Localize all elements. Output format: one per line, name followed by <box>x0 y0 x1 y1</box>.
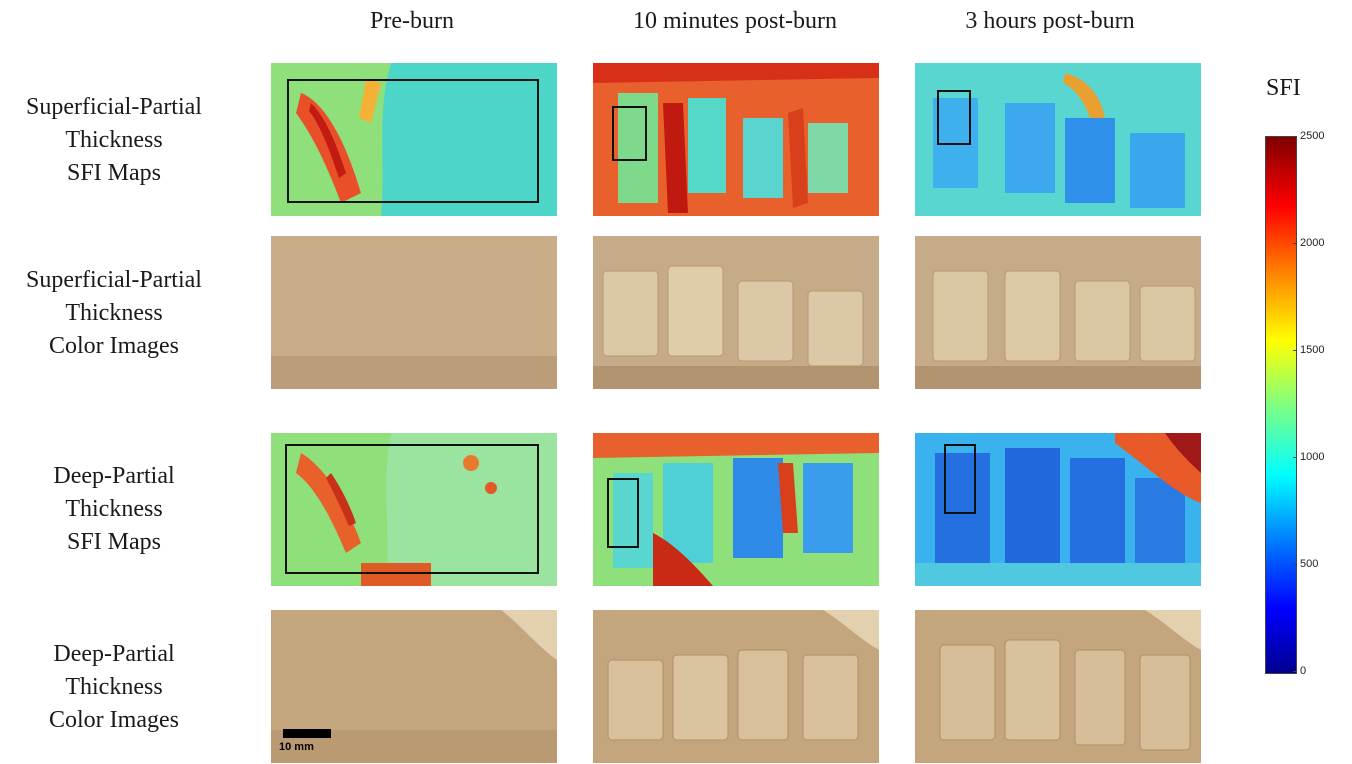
color-image-superficial-10-min <box>593 236 879 389</box>
color-image-superficial-3-hours <box>915 236 1201 389</box>
colorbar-tick-0: 0 <box>1292 665 1307 677</box>
sfi-map-superficial-pre-burn <box>271 63 557 216</box>
color-image-superficial-pre-burn <box>271 236 557 389</box>
color-image-deep-3-hours <box>915 610 1201 763</box>
row-label-deep-sfi: Deep-Partial Thickness SFI Maps <box>53 463 175 555</box>
column-header-pre-burn: Pre-burn <box>370 8 454 34</box>
sfi-map-superficial-10-min <box>593 63 879 216</box>
colorbar-tick-1500: 1500 <box>1292 344 1325 356</box>
colorbar <box>1265 136 1297 674</box>
colorbar-tick-2500: 2500 <box>1292 130 1325 142</box>
column-header-3-hours: 3 hours post-burn <box>965 8 1135 34</box>
row-label-superficial-color: Superficial-Partial Thickness Color Images <box>26 267 202 359</box>
colorbar-tick-2000: 2000 <box>1292 237 1325 249</box>
sfi-map-deep-pre-burn <box>271 433 557 586</box>
scale-bar-label: 10 mm <box>279 741 314 753</box>
scale-bar <box>283 729 331 738</box>
column-header-10-min: 10 minutes post-burn <box>633 8 837 34</box>
colorbar-tick-1000: 1000 <box>1292 451 1325 463</box>
sfi-map-deep-10-min <box>593 433 879 586</box>
row-label-superficial-sfi: Superficial-Partial Thickness SFI Maps <box>26 94 202 186</box>
colorbar-title: SFI <box>1266 75 1301 101</box>
color-image-deep-10-min <box>593 610 879 763</box>
sfi-map-superficial-3-hours <box>915 63 1201 216</box>
colorbar-tick-500: 500 <box>1292 558 1319 570</box>
sfi-map-deep-3-hours <box>915 433 1201 586</box>
row-label-deep-color: Deep-Partial Thickness Color Images <box>49 641 179 733</box>
